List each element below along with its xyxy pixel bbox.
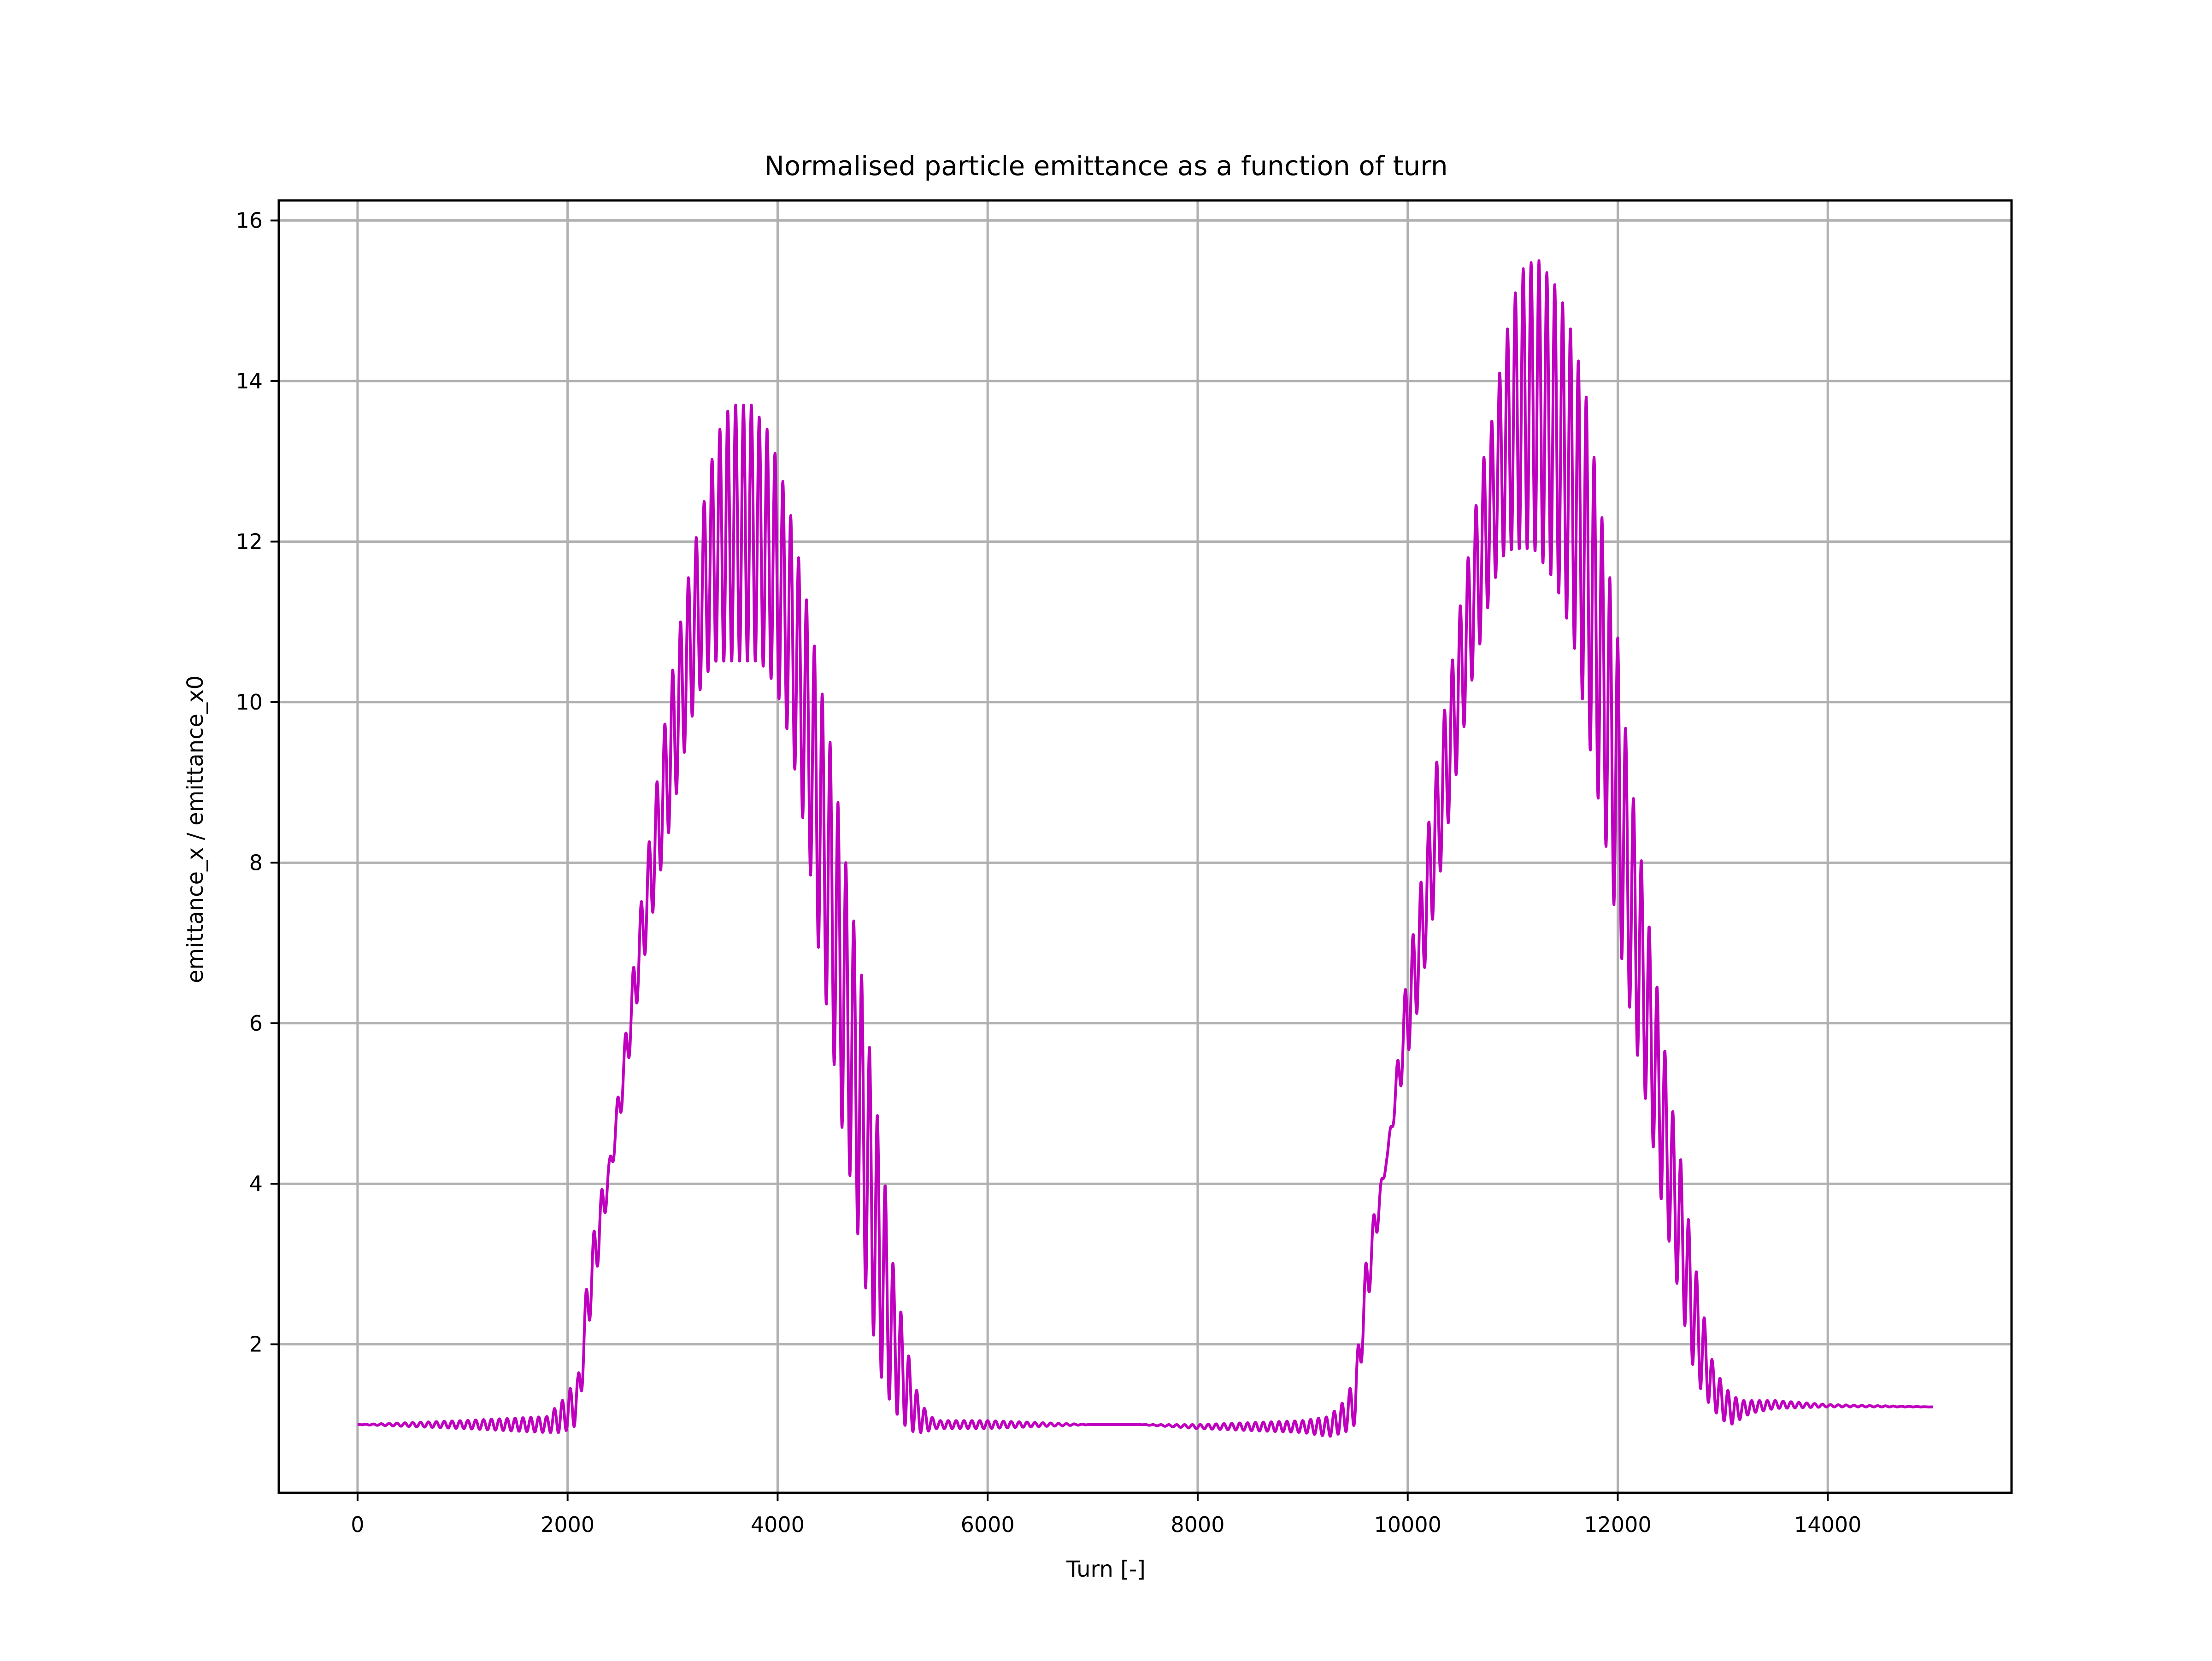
y-axis-label: emittance_x / emittance_x0 bbox=[182, 675, 208, 983]
x-tick-label: 10000 bbox=[1374, 1512, 1441, 1537]
y-tick-label: 10 bbox=[235, 690, 263, 715]
emittance-series-line bbox=[356, 259, 1934, 1438]
x-tick-label: 12000 bbox=[1584, 1512, 1651, 1537]
x-tick-label: 0 bbox=[351, 1512, 364, 1537]
x-axis-label: Turn [-] bbox=[1066, 1556, 1146, 1582]
x-tick-label: 8000 bbox=[1171, 1512, 1224, 1537]
y-tick-label: 12 bbox=[235, 529, 263, 554]
grid bbox=[279, 200, 2012, 1493]
y-axis-ticks: 2 4 6 8 10 12 14 16 bbox=[235, 208, 279, 1357]
chart-title: Normalised particle emittance as a funct… bbox=[764, 150, 1447, 182]
y-tick-label: 8 bbox=[249, 850, 263, 875]
y-tick-label: 6 bbox=[249, 1011, 263, 1036]
y-tick-label: 16 bbox=[235, 208, 263, 233]
y-tick-label: 4 bbox=[249, 1171, 263, 1196]
x-tick-label: 4000 bbox=[751, 1512, 805, 1537]
x-tick-label: 14000 bbox=[1794, 1512, 1861, 1537]
y-tick-label: 14 bbox=[235, 369, 263, 393]
y-tick-label: 2 bbox=[249, 1332, 263, 1357]
x-axis-ticks: 0 2000 4000 6000 8000 10000 12000 14000 bbox=[351, 1493, 1861, 1537]
series-layer bbox=[356, 259, 1934, 1438]
x-tick-label: 6000 bbox=[961, 1512, 1015, 1537]
x-tick-label: 2000 bbox=[541, 1512, 594, 1537]
plot-frame bbox=[277, 199, 2013, 1494]
